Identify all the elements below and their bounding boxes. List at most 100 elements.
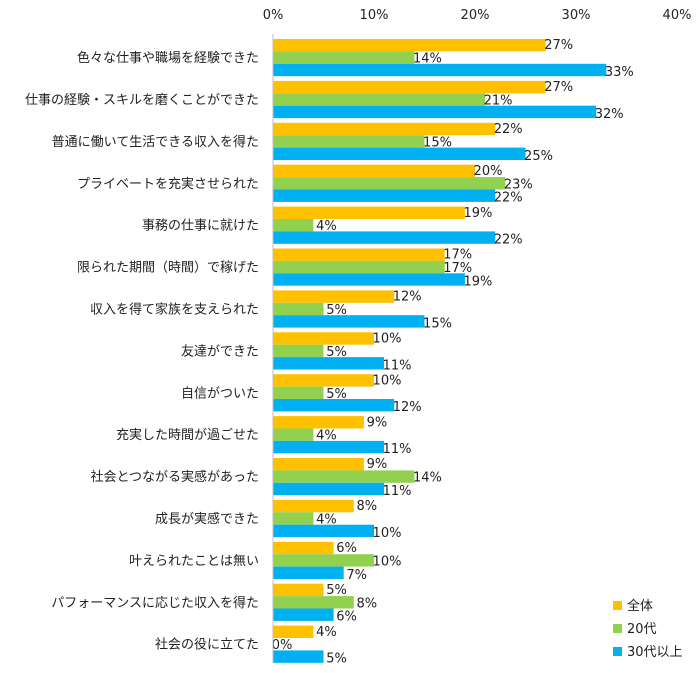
bar-all	[273, 541, 334, 555]
bar-20s	[273, 386, 324, 399]
data-label: 15%	[423, 316, 452, 331]
data-label: 4%	[316, 219, 337, 234]
bar-20s	[273, 554, 374, 567]
bar-20s	[273, 177, 506, 190]
bar-30s-plus	[273, 315, 425, 328]
bar-all	[273, 374, 374, 387]
data-label: 22%	[494, 191, 523, 206]
data-label: 11%	[383, 358, 412, 373]
data-label: 9%	[367, 457, 388, 472]
bar-all	[273, 80, 546, 94]
bar-30s-plus	[273, 189, 496, 202]
bar-30s-plus	[273, 105, 597, 119]
category-label: 収入を得て家族を支えられた	[90, 302, 259, 318]
bar-all	[273, 164, 475, 178]
bar-20s	[273, 93, 486, 106]
data-label: 17%	[443, 248, 472, 263]
data-label: 11%	[383, 442, 412, 457]
bar-30s-plus	[273, 63, 607, 77]
category-label: 限られた期間（時間）で稼げた	[77, 261, 259, 276]
data-label: 6%	[336, 541, 357, 556]
legend-swatch	[613, 601, 622, 610]
data-label: 4%	[316, 625, 337, 640]
bar-all	[273, 458, 364, 471]
category-label: 社会とつながる実感があった	[91, 469, 259, 485]
data-label: 10%	[373, 373, 402, 388]
data-label: 4%	[316, 429, 337, 444]
bar-all	[273, 416, 364, 429]
data-label: 5%	[326, 583, 347, 598]
bar-all	[273, 290, 395, 303]
data-label: 10%	[373, 332, 402, 347]
bar-all	[273, 332, 374, 345]
data-label: 0%	[272, 638, 293, 653]
data-label: 33%	[605, 65, 634, 80]
x-tick-label: 40%	[663, 8, 692, 23]
bar-30s-plus	[273, 608, 334, 621]
category-label: 自信がついた	[181, 386, 259, 401]
data-label: 8%	[356, 596, 377, 611]
bar-30s-plus	[273, 440, 385, 454]
bar-all	[273, 499, 354, 513]
x-tick-label: 0%	[263, 8, 284, 23]
data-label: 10%	[373, 526, 402, 541]
x-tick-label: 30%	[562, 8, 591, 23]
data-label: 6%	[336, 610, 357, 625]
data-label: 5%	[326, 303, 347, 318]
data-label: 27%	[544, 80, 573, 95]
bar-all	[273, 39, 546, 52]
data-label: 9%	[367, 415, 388, 430]
bar-30s-plus	[273, 147, 526, 160]
category-label: プライベートを充実させられた	[77, 176, 259, 192]
legend-label: 全体	[627, 598, 653, 614]
bar-20s	[273, 512, 314, 525]
data-label: 22%	[494, 122, 523, 137]
bar-all	[273, 583, 324, 597]
category-label: 仕事の経験・スキルを磨くことができた	[25, 93, 259, 108]
category-label: 普通に働いて生活できる収入を得た	[52, 134, 259, 150]
bar-20s	[273, 344, 324, 358]
bar-30s-plus	[273, 482, 385, 496]
x-tick-label: 10%	[360, 8, 389, 23]
bar-all	[273, 122, 496, 136]
category-label: 叶えられたことは無い	[129, 554, 259, 569]
bar-30s-plus	[273, 524, 374, 538]
data-label: 21%	[484, 94, 513, 109]
data-label: 25%	[524, 149, 553, 164]
bar-30s-plus	[273, 231, 496, 244]
bar-20s	[273, 302, 324, 316]
bar-20s	[273, 260, 445, 274]
bar-30s-plus	[273, 273, 465, 286]
bar-all	[273, 625, 314, 638]
legend: 全体 20代 30代以上	[613, 598, 683, 660]
bar-30s-plus	[273, 399, 395, 412]
data-label: 10%	[373, 554, 402, 569]
data-label: 12%	[393, 290, 422, 305]
data-label: 32%	[595, 107, 624, 122]
x-tick-label: 20%	[461, 8, 490, 23]
x-axis-ticks: 0% 10% 20% 30% 40%	[263, 8, 692, 23]
data-label: 5%	[326, 387, 347, 402]
legend-label: 30代以上	[627, 645, 683, 660]
data-label: 5%	[326, 652, 347, 667]
bar-20s	[273, 135, 425, 148]
legend-label: 20代	[627, 622, 657, 637]
category-label: 成長が実感できた	[155, 511, 259, 527]
data-label: 15%	[423, 135, 452, 150]
category-label: 充実した時間が過ごせた	[116, 427, 259, 443]
data-label: 11%	[383, 484, 412, 499]
category-label: 色々な仕事や職場を経験できた	[77, 50, 259, 66]
bar-30s-plus	[273, 650, 324, 663]
bar-20s	[273, 428, 314, 441]
data-label: 19%	[463, 275, 492, 290]
bar-30s-plus	[273, 357, 385, 370]
data-label: 19%	[463, 206, 492, 221]
data-label: 20%	[474, 164, 503, 179]
bar-all	[273, 206, 465, 219]
bar-30s-plus	[273, 566, 344, 579]
bars	[273, 39, 607, 663]
category-label: 友達ができた	[181, 343, 259, 359]
data-label: 7%	[346, 568, 367, 583]
category-labels: 色々な仕事や職場を経験できた仕事の経験・スキルを磨くことができた普通に働いて生活…	[25, 50, 259, 653]
